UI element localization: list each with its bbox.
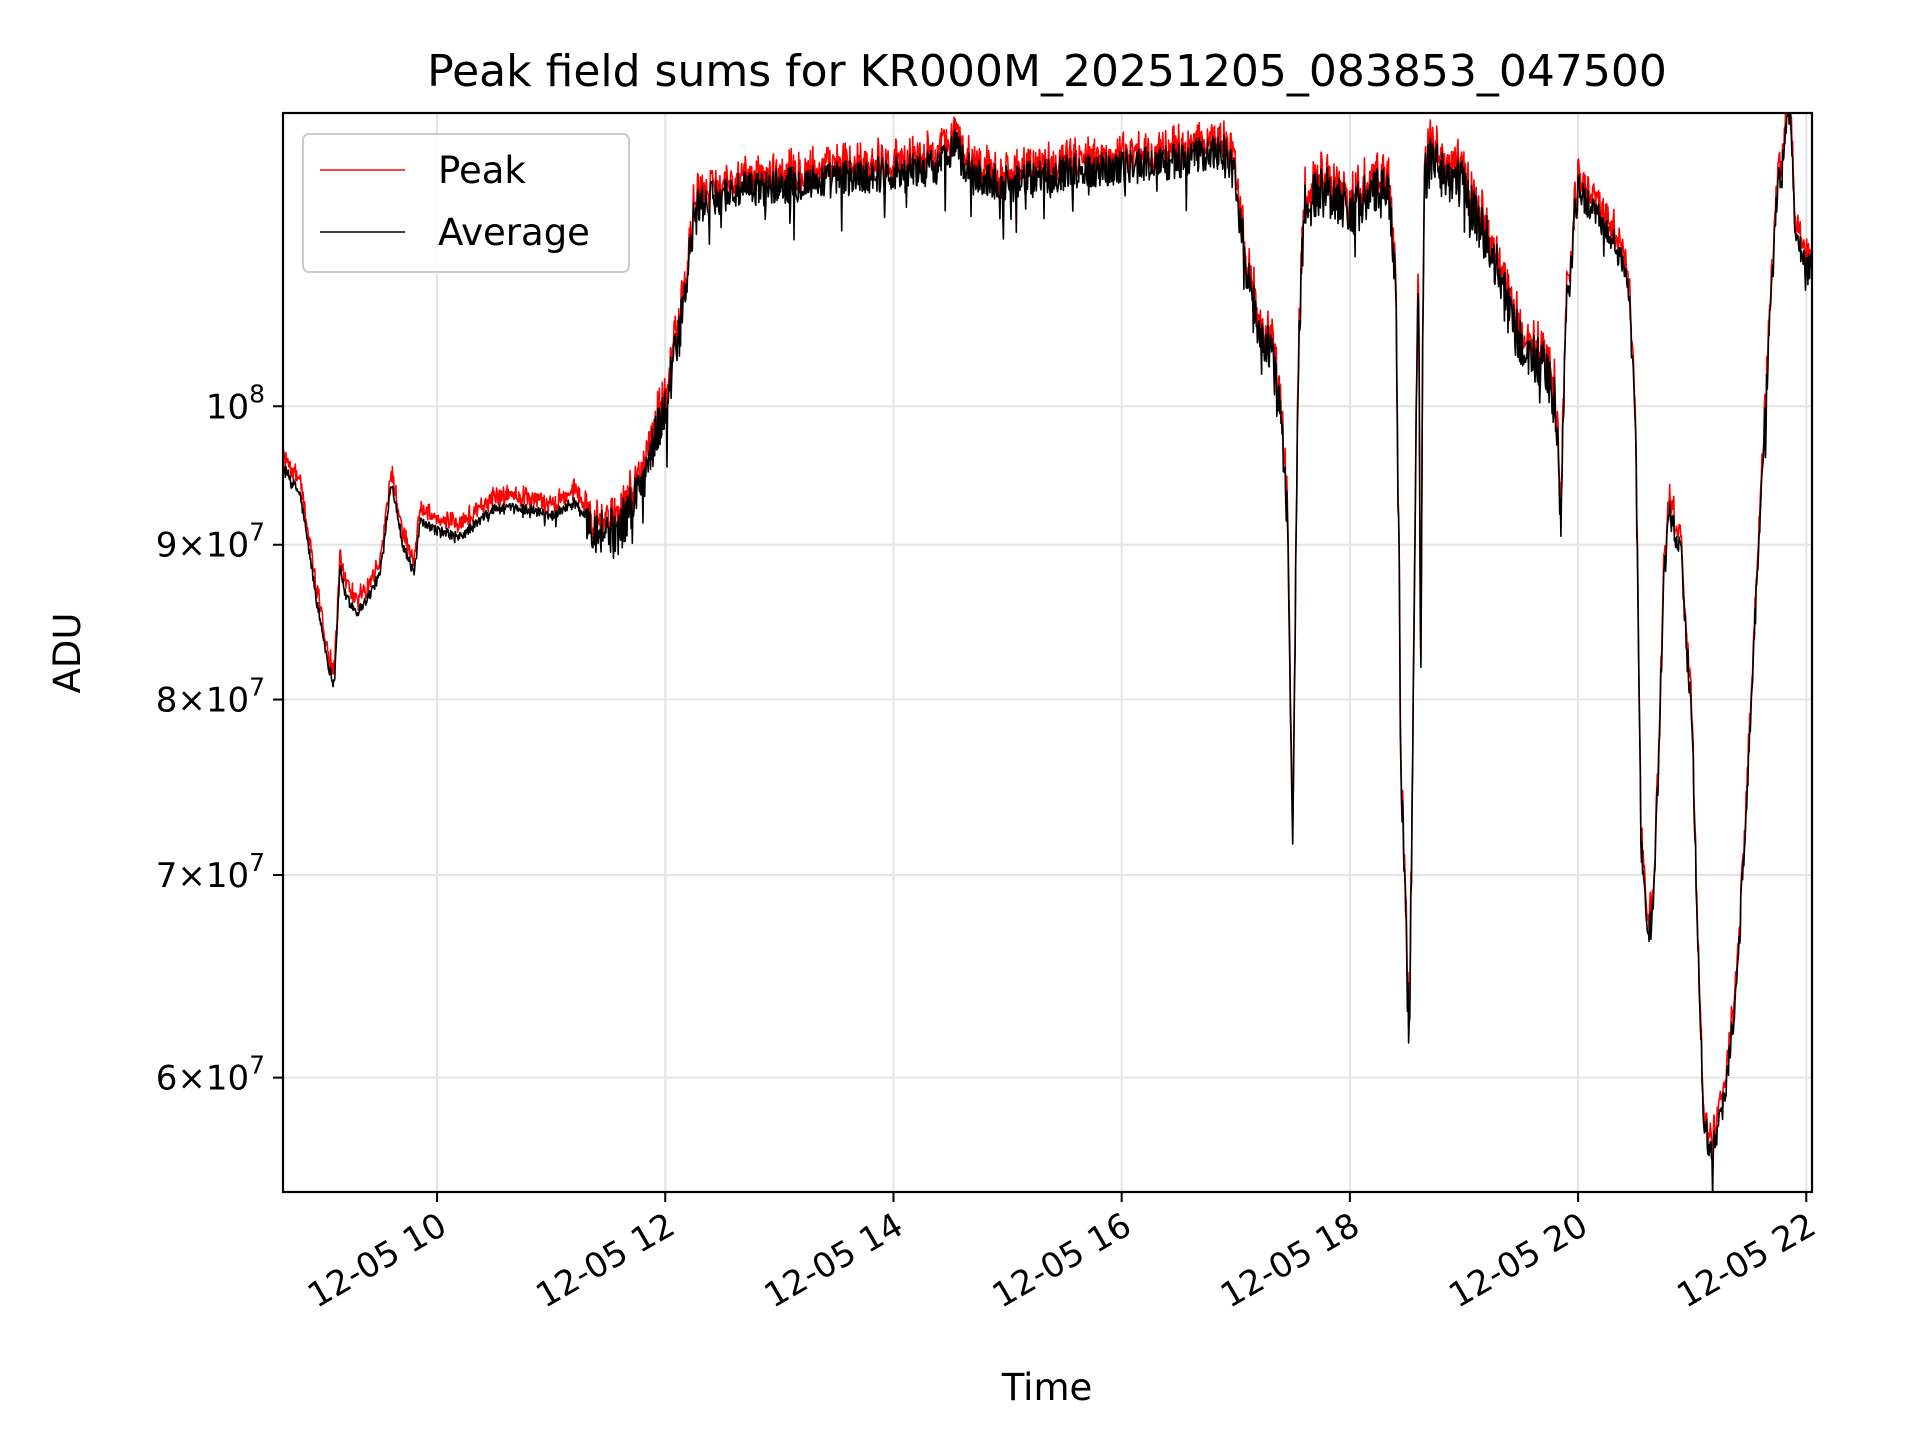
legend: Peak Average xyxy=(302,133,630,273)
y-axis: 6×107 7×107 8×107 9×107 108 xyxy=(156,379,283,1099)
plot-area xyxy=(283,113,1812,1192)
y-tick-label: 9×107 xyxy=(156,518,265,566)
legend-label-average: Average xyxy=(438,211,590,254)
y-tick-label: 7×107 xyxy=(156,848,265,896)
grid xyxy=(283,113,1812,1192)
chart-title: Peak field sums for KR000M_20251205_0838… xyxy=(427,46,1667,97)
y-tick-label: 108 xyxy=(206,379,265,427)
legend-box xyxy=(302,133,630,273)
legend-label-peak: Peak xyxy=(438,149,526,192)
y-tick-label: 8×107 xyxy=(156,673,265,721)
x-axis-label: Time xyxy=(1001,1366,1093,1409)
series-line-average xyxy=(283,113,1812,1192)
plot-frame xyxy=(281,111,1814,1194)
y-axis-label: ADU xyxy=(46,613,89,694)
y-tick-label: 6×107 xyxy=(156,1051,265,1099)
